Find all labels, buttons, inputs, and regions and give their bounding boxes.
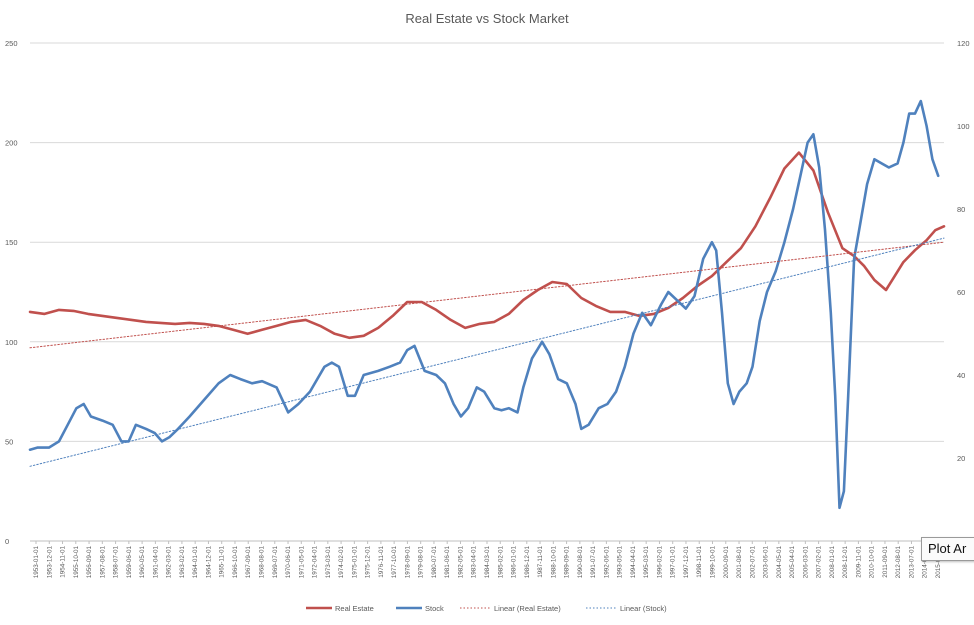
- x-tick-label: 1972-04-01: [312, 546, 319, 579]
- x-tick-label: 1997-01-01: [670, 546, 677, 579]
- y-right-tick-label: 60: [957, 288, 965, 297]
- y-left-tick-label: 250: [5, 39, 18, 48]
- x-tick-label: 1968-08-01: [259, 546, 266, 579]
- y-axis-right: 20 40 60 80 100 120: [957, 39, 970, 463]
- x-tick-label: 2009-11-01: [855, 546, 862, 578]
- x-tick-label: 1988-10-01: [550, 546, 557, 579]
- x-tick-label: 1991-07-01: [590, 546, 597, 579]
- x-tick-label: 1985-02-01: [497, 546, 504, 579]
- x-tick-label: 1992-06-01: [603, 546, 610, 579]
- x-tick-label: 1978-09-01: [404, 546, 411, 579]
- x-tick-label: 1971-05-01: [298, 546, 305, 579]
- x-tick-label: 1962-03-01: [166, 546, 173, 579]
- x-tick-label: 1981-06-01: [444, 546, 451, 579]
- series-linear-stock[interactable]: [29, 237, 945, 467]
- y-left-tick-label: 0: [5, 537, 9, 546]
- x-tick-label: 1953-01-01: [33, 546, 40, 579]
- x-tick-label: 2001-08-01: [736, 546, 743, 579]
- x-tick-label: 1958-07-01: [113, 546, 120, 579]
- x-tick-label: 1986-01-01: [511, 546, 518, 579]
- legend-label: Stock: [425, 604, 444, 613]
- x-tick-label: 1954-11-01: [60, 546, 67, 578]
- y-left-tick-label: 100: [5, 338, 18, 347]
- y-right-tick-label: 20: [957, 454, 965, 463]
- x-tick-label: 1975-12-01: [365, 546, 372, 579]
- x-tick-label: 2005-04-01: [789, 546, 796, 579]
- legend-label: Linear (Stock): [620, 604, 667, 613]
- x-tick-label: 1964-01-01: [192, 546, 199, 579]
- x-tick-label: 2014-06-01: [922, 546, 929, 579]
- plot-area-tooltip: Plot Ar: [921, 537, 974, 561]
- x-tick-label: 1976-11-01: [378, 546, 385, 578]
- y-right-tick-label: 40: [957, 371, 965, 380]
- x-tick-label: 2008-12-01: [842, 546, 849, 579]
- series-real-estate[interactable]: [28, 151, 946, 340]
- x-tick-label: 2000-09-01: [723, 546, 730, 579]
- x-tick-label: 1989-09-01: [564, 546, 571, 579]
- x-tick-label: 2002-07-01: [749, 546, 756, 579]
- x-tick-label: 1990-08-01: [577, 546, 584, 579]
- x-tick-label: 1983-04-01: [471, 546, 478, 579]
- x-tick-label: 1997-12-01: [683, 546, 690, 579]
- x-tick-label: 1966-10-01: [232, 546, 239, 579]
- x-tick-label: 1998-11-01: [696, 546, 703, 578]
- x-tick-label: 1959-06-01: [126, 546, 133, 579]
- y-left-tick-label: 50: [5, 437, 13, 446]
- x-tick-label: 1961-04-01: [152, 546, 159, 579]
- x-tick-label: 1974-02-01: [338, 546, 345, 579]
- x-tick-label: 1967-09-01: [245, 546, 252, 579]
- x-tick-label: 2006-03-01: [802, 546, 809, 579]
- x-tick-label: 1969-07-01: [272, 546, 279, 579]
- x-tick-label: 2010-10-01: [869, 546, 876, 579]
- x-tick-label: 2007-02-01: [816, 546, 823, 579]
- x-tick-label: 2004-05-01: [776, 546, 783, 579]
- x-tick-label: 1993-05-01: [617, 546, 624, 579]
- x-tick-label: 1977-10-01: [391, 546, 398, 579]
- x-tick-label: 1973-03-01: [325, 546, 332, 579]
- chart-title: Real Estate vs Stock Market: [405, 11, 569, 26]
- y-right-tick-label: 100: [957, 122, 970, 131]
- y-left-tick-label: 200: [5, 139, 18, 148]
- x-tick-label: 2011-09-01: [882, 546, 889, 578]
- x-tick-label: 1960-05-01: [139, 546, 146, 579]
- x-tick-label: 1970-06-01: [285, 546, 292, 579]
- y-right-tick-label: 80: [957, 205, 965, 214]
- y-axis-left: 0 50 100 150 200 250: [5, 39, 18, 546]
- legend-label: Linear (Real Estate): [494, 604, 561, 613]
- y-right-tick-label: 120: [957, 39, 970, 48]
- x-tick-label: 1957-08-01: [99, 546, 106, 579]
- x-tick-label: 1986-12-01: [524, 546, 531, 579]
- y-left-tick-label: 150: [5, 238, 18, 247]
- x-tick-label: 1987-11-01: [537, 546, 544, 578]
- x-tick-label: 2012-08-01: [895, 546, 902, 579]
- x-tick-label: 2003-06-01: [763, 546, 770, 579]
- x-tick-label: 1980-07-01: [431, 546, 438, 579]
- x-tick-label: 2008-01-01: [829, 546, 836, 579]
- series-linear-real-estate[interactable]: [29, 241, 945, 349]
- x-tick-label: 1955-10-01: [73, 546, 80, 579]
- x-tick-label: 1965-11-01: [219, 546, 226, 578]
- x-tick-label: 2015-05-01: [935, 546, 942, 579]
- legend: Real Estate Stock Linear (Real Estate) Line…: [306, 604, 667, 613]
- x-tick-label: 1975-01-01: [351, 546, 358, 579]
- x-tick-label: 1995-03-01: [643, 546, 650, 579]
- x-tick-label: 2013-07-01: [908, 546, 915, 579]
- x-tick-label: 1982-05-01: [457, 546, 464, 579]
- series-stock[interactable]: [28, 99, 940, 510]
- x-tick-label: 1979-08-01: [418, 546, 425, 579]
- x-tick-label: 1996-02-01: [656, 546, 663, 579]
- plot-area[interactable]: [28, 99, 946, 510]
- x-axis: 1953-01-01 1953-12-01 1954-11-01 1955-10-01…: [33, 541, 942, 578]
- x-tick-label: 1994-04-01: [630, 546, 637, 579]
- x-tick-label: 1964-12-01: [205, 546, 212, 579]
- x-tick-label: 1963-02-01: [179, 546, 186, 579]
- x-tick-label: 1956-09-01: [86, 546, 93, 579]
- legend-label: Real Estate: [335, 604, 374, 613]
- x-tick-label: 1953-12-01: [46, 546, 53, 579]
- x-tick-label: 1984-03-01: [484, 546, 491, 579]
- x-tick-label: 1999-10-01: [710, 546, 717, 579]
- gridlines: [30, 42, 944, 542]
